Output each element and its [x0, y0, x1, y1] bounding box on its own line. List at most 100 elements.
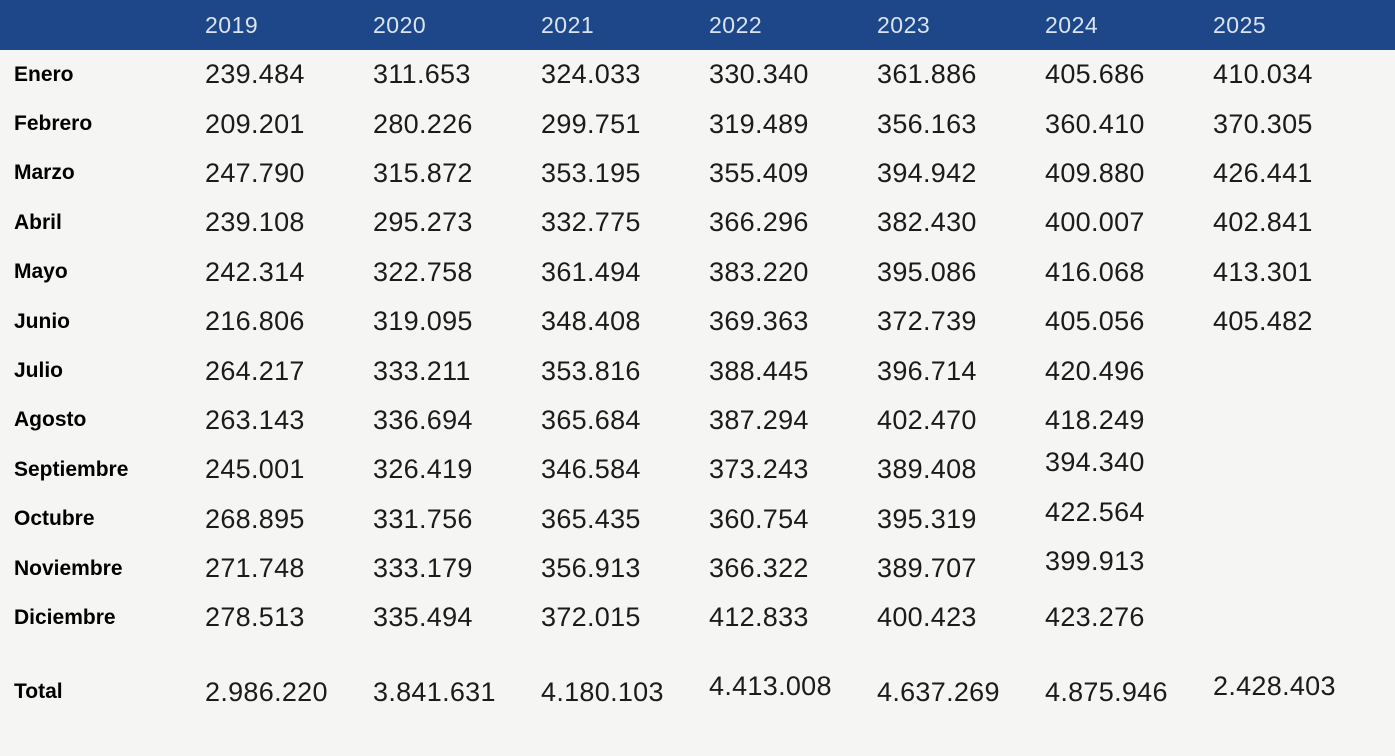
table-cell: 413.301	[1213, 256, 1313, 287]
table-cell: 400.423	[877, 602, 977, 633]
table-cell: 245.001	[205, 454, 305, 485]
table-cell: 239.484	[205, 59, 305, 90]
total-cell: 4.875.946	[1045, 676, 1168, 707]
table-row: Junio 216.806 319.095 348.408 369.363 372.739…	[0, 297, 1395, 346]
table-cell: 395.086	[877, 256, 977, 287]
table-cell: 394.340	[1045, 447, 1145, 478]
table-cell: 388.445	[709, 355, 809, 386]
table-cell: 333.211	[373, 355, 471, 386]
table-cell: 348.408	[541, 306, 641, 337]
table-cell: 410.034	[1213, 59, 1313, 90]
table-cell: 422.564	[1045, 496, 1145, 527]
table-cell: 280.226	[373, 108, 473, 139]
row-label: Enero	[14, 62, 74, 86]
table-row: Septiembre 245.001 326.419 346.584 373.243 38…	[0, 445, 1395, 494]
table-cell: 389.707	[877, 553, 977, 584]
table-cell: 405.686	[1045, 59, 1145, 90]
table-cell: 355.409	[709, 157, 809, 188]
table-cell: 373.243	[709, 454, 809, 485]
row-label: Junio	[14, 309, 70, 333]
total-cell: 2.428.403	[1213, 670, 1336, 701]
row-label: Febrero	[14, 112, 93, 136]
table-cell: 366.322	[709, 553, 809, 584]
table-cell: 247.790	[205, 157, 305, 188]
table-row: Febrero 209.201 280.226 299.751 319.489 356.1…	[0, 99, 1395, 148]
table-cell: 330.340	[709, 59, 809, 90]
total-cell: 2.986.220	[205, 676, 328, 707]
row-label: Diciembre	[14, 605, 116, 629]
table-cell: 268.895	[205, 503, 305, 534]
table-cell: 209.201	[205, 108, 305, 139]
table-cell: 335.494	[373, 602, 473, 633]
table-cell: 423.276	[1045, 602, 1145, 633]
table-cell: 356.163	[877, 108, 977, 139]
total-cell: 4.180.103	[541, 676, 664, 707]
table-row: Enero 239.484 311.653 324.033 330.340 361.886…	[0, 50, 1395, 99]
table-cell: 369.363	[709, 306, 809, 337]
table-cell: 383.220	[709, 256, 809, 287]
total-cell: 4.413.008	[709, 670, 832, 701]
table-cell: 331.756	[373, 503, 473, 534]
row-label: Julio	[14, 359, 64, 383]
table-cell: 399.913	[1045, 546, 1145, 577]
table-cell: 361.494	[541, 256, 641, 287]
table-row: Diciembre 278.513 335.494 372.015 412.833 400…	[0, 593, 1395, 642]
table-cell: 405.482	[1213, 306, 1313, 337]
table-cell: 402.841	[1213, 207, 1313, 238]
table-cell: 239.108	[205, 207, 305, 238]
year-column-header: 2022	[709, 11, 763, 38]
table-cell: 420.496	[1045, 355, 1145, 386]
total-row-label: Total	[14, 680, 63, 704]
table-cell: 389.408	[877, 454, 977, 485]
year-column-header: 2025	[1213, 11, 1267, 38]
table-cell: 416.068	[1045, 256, 1145, 287]
table-cell: 264.217	[205, 355, 305, 386]
table-cell: 360.410	[1045, 108, 1145, 139]
year-column-header: 2021	[541, 11, 595, 38]
table-cell: 346.584	[541, 454, 641, 485]
table-cell: 311.653	[373, 59, 471, 90]
table-body: Enero 239.484 311.653 324.033 330.340 361.886…	[0, 50, 1395, 643]
row-label: Marzo	[14, 161, 75, 185]
table-cell: 394.942	[877, 157, 977, 188]
table-header-row: 2019 2020 2021 2022 2023 2024 2025	[0, 0, 1395, 50]
table-cell: 400.007	[1045, 207, 1145, 238]
row-label: Octubre	[14, 507, 95, 531]
table-row: Agosto 263.143 336.694 365.684 387.294 402.47…	[0, 396, 1395, 445]
table-total-row: Total 2.986.220 3.841.631 4.180.103 4.413.00…	[0, 646, 1395, 739]
table-cell: 315.872	[373, 157, 473, 188]
table-cell: 322.758	[373, 256, 473, 287]
row-label: Mayo	[14, 260, 68, 284]
table-row: Octubre 268.895 331.756 365.435 360.754 395.3…	[0, 495, 1395, 544]
table-cell: 365.684	[541, 404, 641, 435]
table-cell: 356.913	[541, 553, 641, 584]
table-cell: 402.470	[877, 404, 977, 435]
year-column-header: 2020	[373, 11, 427, 38]
table-cell: 216.806	[205, 306, 305, 337]
table-cell: 405.056	[1045, 306, 1145, 337]
table-row: Noviembre 271.748 333.179 356.913 366.322 389…	[0, 544, 1395, 593]
table-cell: 361.886	[877, 59, 977, 90]
table-cell: 271.748	[205, 553, 305, 584]
table-cell: 326.419	[373, 454, 473, 485]
table-cell: 382.430	[877, 207, 977, 238]
table-cell: 332.775	[541, 207, 641, 238]
monthly-data-table: 2019 2020 2021 2022 2023 2024 2025 Enero 239.48…	[0, 0, 1395, 739]
total-cell: 4.637.269	[877, 676, 1000, 707]
table-cell: 366.296	[709, 207, 809, 238]
table-cell: 353.816	[541, 355, 641, 386]
table-cell: 299.751	[541, 108, 641, 139]
table-row: Julio 264.217 333.211 353.816 388.445 396.714…	[0, 346, 1395, 395]
table-cell: 336.694	[373, 404, 473, 435]
table-cell: 278.513	[205, 602, 305, 633]
row-label: Noviembre	[14, 556, 123, 580]
table-row: Abril 239.108 295.273 332.775 366.296 382.430…	[0, 198, 1395, 247]
table-cell: 409.880	[1045, 157, 1145, 188]
table-cell: 372.739	[877, 306, 977, 337]
year-column-header: 2019	[205, 11, 259, 38]
table-cell: 263.143	[205, 404, 305, 435]
table-cell: 353.195	[541, 157, 641, 188]
table-cell: 387.294	[709, 404, 809, 435]
table-cell: 360.754	[709, 503, 809, 534]
table-cell: 319.095	[373, 306, 473, 337]
